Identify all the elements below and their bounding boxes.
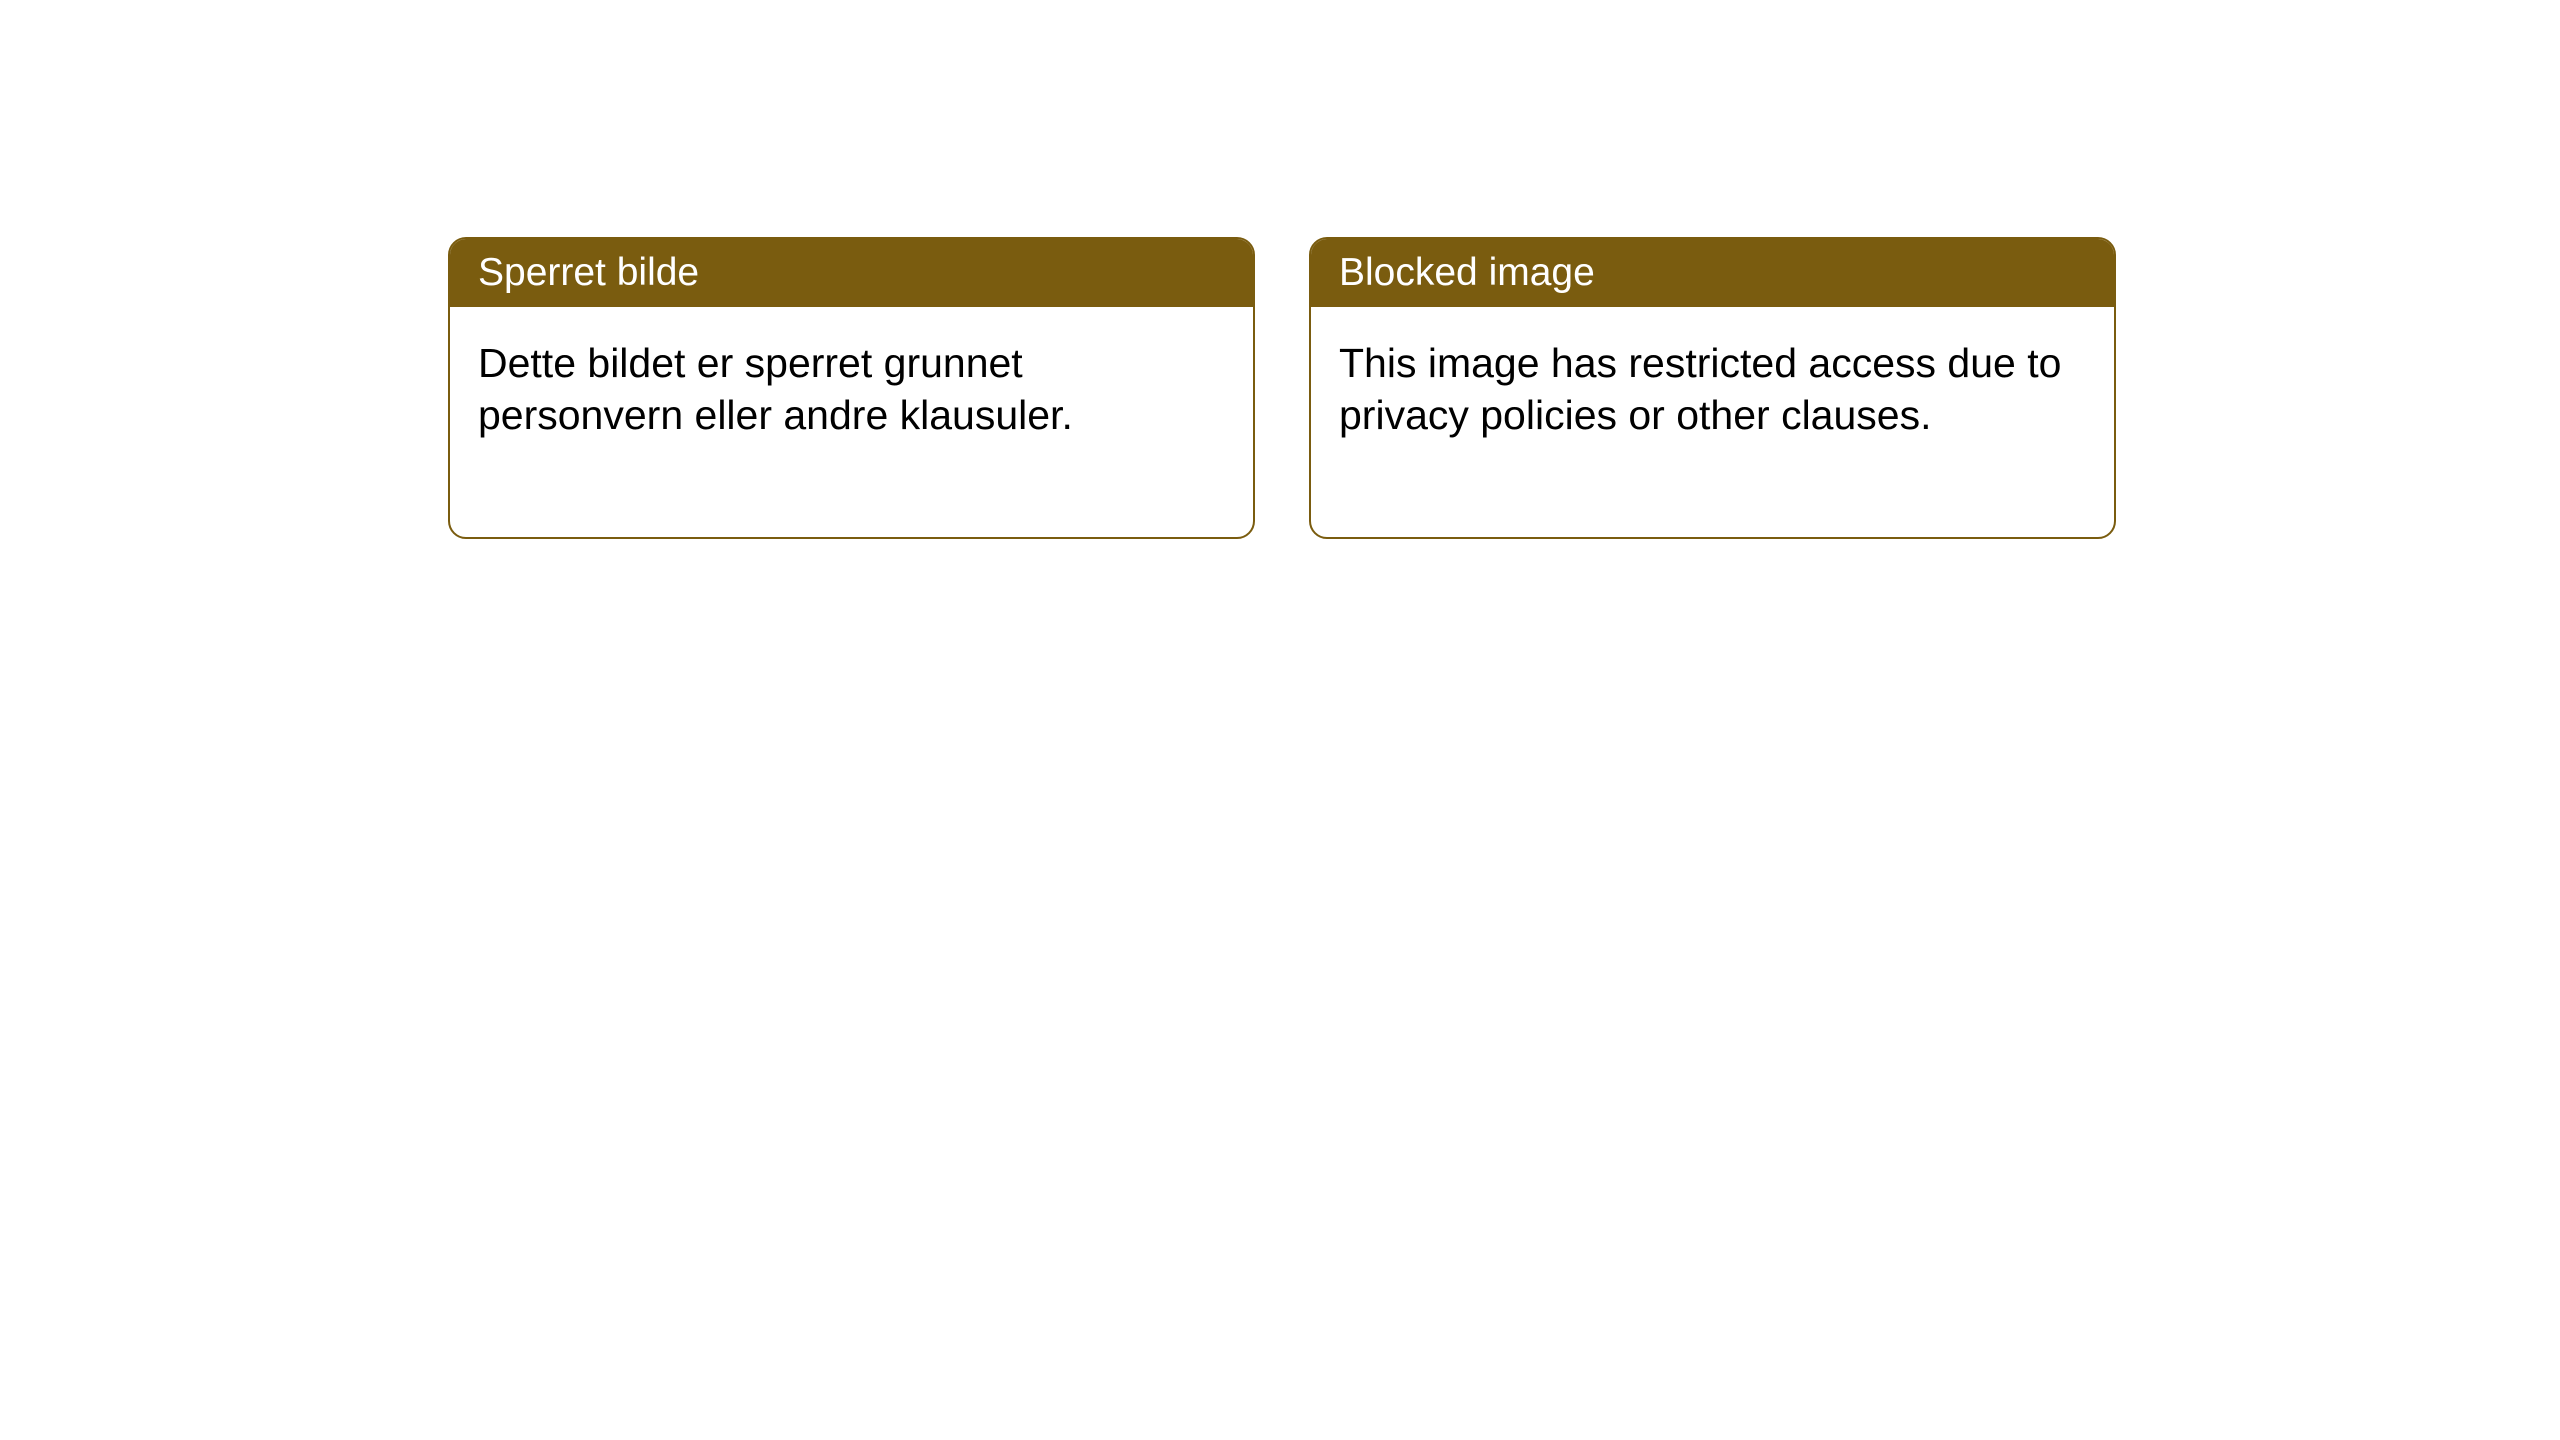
notice-body-text: Dette bildet er sperret grunnet personve… xyxy=(478,340,1073,438)
notice-body-text: This image has restricted access due to … xyxy=(1339,340,2061,438)
notice-box-english: Blocked image This image has restricted … xyxy=(1309,237,2116,539)
notice-title: Sperret bilde xyxy=(478,251,699,294)
notice-body: This image has restricted access due to … xyxy=(1311,307,2114,537)
notice-body: Dette bildet er sperret grunnet personve… xyxy=(450,307,1253,537)
notice-header: Blocked image xyxy=(1311,239,2114,307)
notice-box-norwegian: Sperret bilde Dette bildet er sperret gr… xyxy=(448,237,1255,539)
notice-header: Sperret bilde xyxy=(450,239,1253,307)
notice-container: Sperret bilde Dette bildet er sperret gr… xyxy=(0,0,2560,539)
notice-title: Blocked image xyxy=(1339,251,1595,294)
